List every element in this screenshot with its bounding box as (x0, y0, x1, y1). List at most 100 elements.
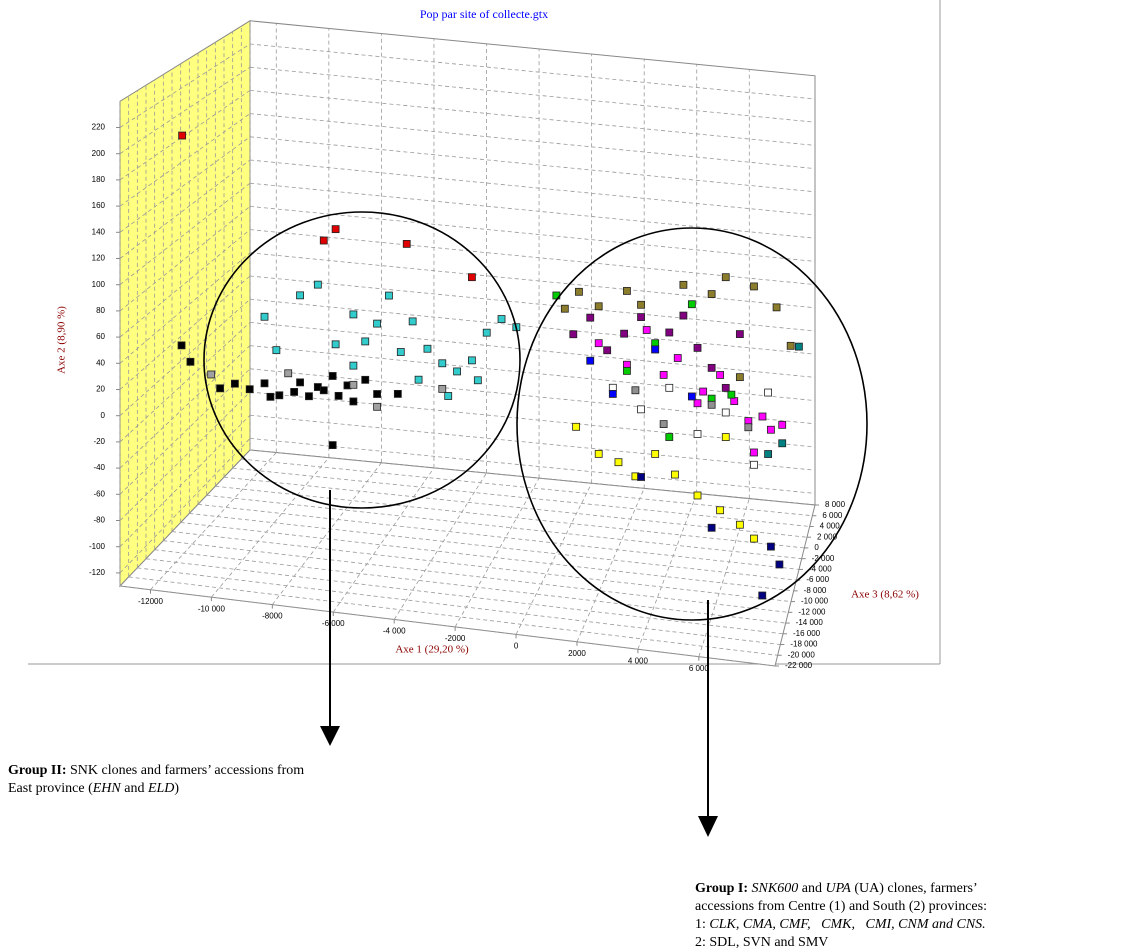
grid-line (119, 345, 251, 469)
grid-line (249, 229, 816, 285)
point (177, 341, 186, 350)
x-tick-label: -4 000 (383, 627, 406, 636)
point (444, 392, 453, 400)
point (334, 391, 343, 400)
point (721, 408, 730, 417)
grid-line (241, 458, 813, 517)
point (623, 287, 631, 295)
point (560, 304, 569, 313)
point (750, 282, 758, 291)
x-tick-label: 6 000 (689, 664, 710, 673)
point (586, 356, 595, 365)
z-tick-label: 6 000 (822, 511, 843, 520)
point (665, 383, 674, 392)
y-tick-label: 200 (92, 149, 106, 158)
point (319, 386, 328, 395)
z-tick-label: 8 000 (825, 500, 846, 509)
point (393, 389, 402, 398)
grid-line (249, 159, 816, 216)
point (361, 337, 370, 346)
point (614, 458, 623, 467)
grid-line (211, 457, 330, 598)
grid-line (249, 449, 816, 506)
y-tick-label: 40 (96, 358, 105, 367)
point (659, 371, 668, 379)
point (794, 342, 803, 351)
grid-line (171, 531, 792, 602)
annotation: Group I: SNK600 and UPA (UA) clones, far… (695, 880, 987, 952)
annotation: Group II: SNK clones and farmers’ access… (8, 762, 304, 798)
y-axis-label: Axe 2 (8,90 %) (56, 306, 68, 374)
point (275, 391, 284, 400)
point (572, 422, 581, 431)
point (468, 356, 476, 365)
grid-line (119, 136, 251, 233)
annotation-text: 2: SDL, SVN and SMV (695, 935, 829, 950)
x-tick-label: -12000 (138, 597, 163, 606)
point (767, 425, 775, 434)
y-tick-label: 0 (101, 411, 106, 420)
z-tick-label: -12 000 (798, 607, 826, 616)
grid-line (515, 483, 592, 635)
point (693, 343, 702, 352)
y-tick-label: 180 (92, 175, 106, 184)
point (687, 300, 696, 309)
point (373, 390, 381, 398)
y-tick-label: 60 (96, 332, 105, 341)
grid-line (215, 485, 805, 549)
point (319, 236, 328, 245)
z-tick-label: -16 000 (793, 629, 821, 638)
x-tick-label: -10 000 (198, 604, 226, 613)
point (349, 310, 358, 319)
y-tick-label: 160 (92, 201, 106, 210)
grid-line (249, 298, 816, 355)
grid-line (206, 494, 802, 560)
annotation-line: 1: CLK, CMA, CMF, CMK, CMI, CNM and CNS. (695, 916, 987, 934)
point (735, 520, 744, 529)
x-axis-label: Axe 1 (29,20 %) (395, 644, 469, 656)
point (637, 405, 645, 414)
point (207, 370, 216, 379)
grid-line (232, 467, 810, 527)
y-tick-label: -100 (89, 542, 106, 551)
grid-line (197, 504, 800, 570)
point (349, 380, 358, 389)
z-axis-label: Axe 3 (8,62 %) (851, 589, 919, 601)
arrowhead (698, 816, 718, 837)
point (693, 399, 702, 408)
point (665, 328, 674, 337)
point (296, 378, 304, 387)
chart-title: Pop par site of collecte.gtx (420, 7, 548, 21)
point (631, 386, 640, 395)
z-tick-label: -14 000 (796, 618, 824, 627)
point (735, 373, 744, 382)
grid-line (249, 322, 816, 378)
point (414, 375, 423, 384)
grid-line (249, 438, 816, 494)
grid-line (249, 113, 816, 169)
point (750, 448, 758, 457)
ticks: -12000-10 000-8000-6 000-4 000-200002000… (89, 123, 846, 673)
grid-line (119, 229, 251, 338)
point (687, 392, 696, 401)
point (186, 357, 195, 366)
grid-line (119, 43, 251, 128)
grid-line (249, 275, 816, 332)
point (721, 383, 730, 392)
z-tick-label: -4 000 (809, 565, 832, 574)
point (778, 420, 787, 429)
point (497, 315, 506, 323)
y-tick-label: 220 (92, 123, 106, 132)
point (482, 328, 491, 337)
z-tick-label: -2 000 (812, 554, 835, 563)
point (594, 449, 603, 458)
grid-line (119, 113, 251, 207)
point (637, 300, 645, 309)
grid-line (137, 567, 781, 645)
point (673, 354, 682, 362)
point (402, 239, 411, 248)
point (230, 379, 239, 388)
point (438, 359, 447, 368)
point (764, 388, 773, 397)
